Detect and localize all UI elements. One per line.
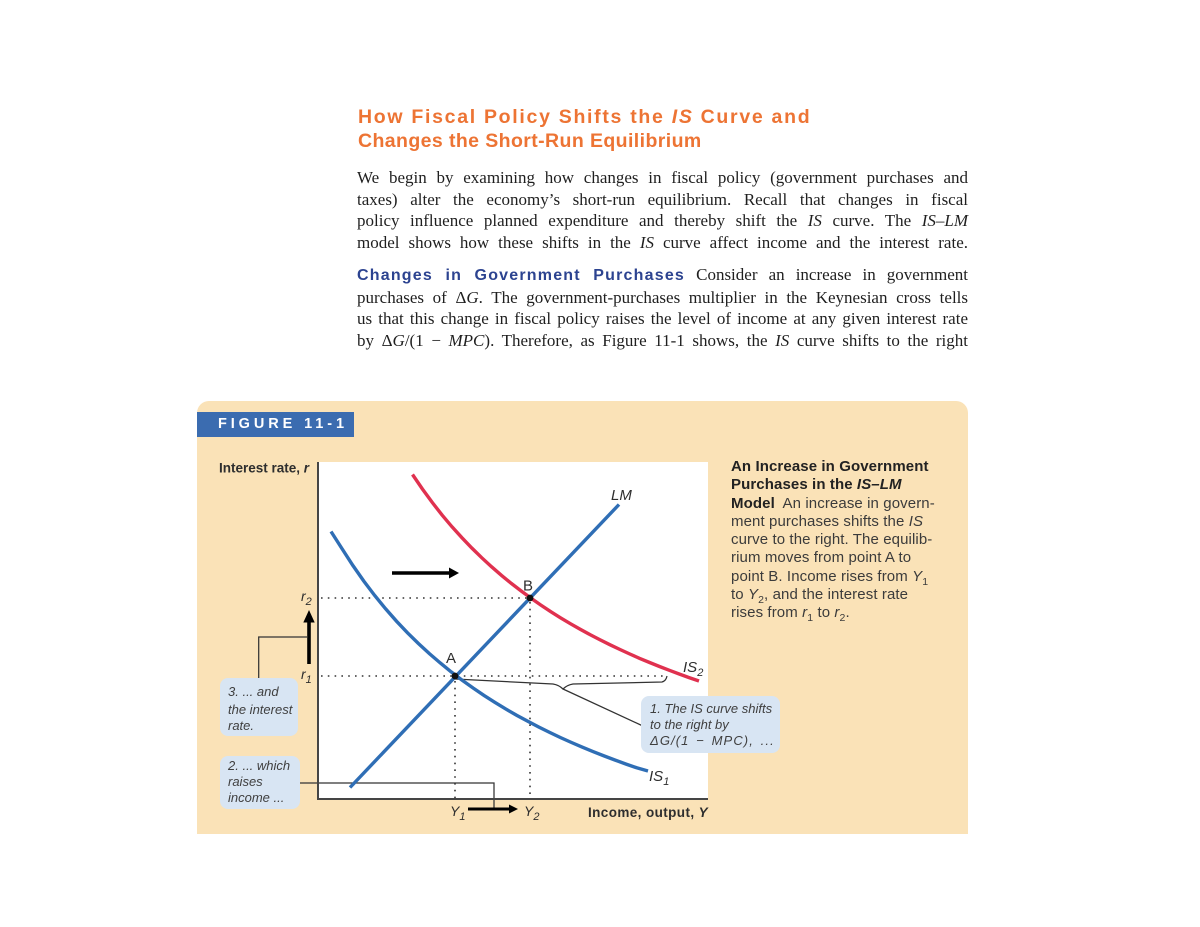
svg-text:ΔG/(1 − MPC), ...: ΔG/(1 − MPC), ...	[649, 733, 775, 748]
svg-text:Interest rate, r: Interest rate, r	[219, 461, 310, 476]
svg-text:income ...: income ...	[228, 790, 284, 805]
svg-text:the interest: the interest	[228, 702, 294, 717]
svg-text:raises: raises	[228, 774, 263, 789]
svg-text:LM: LM	[611, 487, 632, 504]
svg-text:r2: r2	[301, 588, 312, 608]
svg-text:Y1: Y1	[450, 803, 465, 823]
svg-text:to the right by: to the right by	[650, 717, 730, 732]
svg-text:3. ... and: 3. ... and	[228, 684, 279, 699]
svg-text:rate.: rate.	[228, 718, 254, 733]
svg-text:Y2: Y2	[524, 803, 539, 823]
svg-text:r1: r1	[301, 666, 312, 686]
svg-text:2. ... which: 2. ... which	[227, 758, 290, 773]
svg-text:B: B	[523, 578, 533, 595]
svg-text:1. The IS curve shifts: 1. The IS curve shifts	[650, 701, 773, 716]
svg-text:A: A	[446, 650, 456, 667]
svg-text:Income, output, Y: Income, output, Y	[588, 805, 710, 820]
